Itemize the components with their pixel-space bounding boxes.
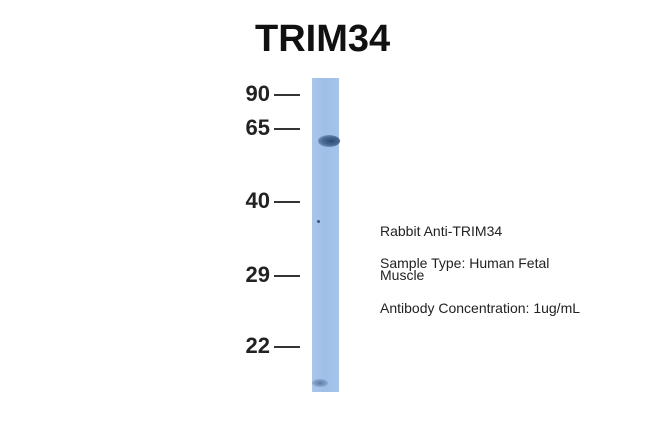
marker-label: 40	[245, 188, 270, 213]
marker-29: 29	[230, 262, 302, 287]
antibody-label: Rabbit Anti-TRIM34	[380, 223, 503, 239]
blot-speck	[317, 220, 320, 223]
marker-tick	[274, 94, 300, 96]
marker-40: 40	[230, 188, 302, 213]
marker-tick	[274, 128, 300, 130]
marker-65: 65	[230, 115, 302, 140]
blot-lane	[312, 78, 339, 392]
marker-tick	[274, 346, 300, 348]
concentration-label: Antibody Concentration: 1ug/mL	[380, 300, 581, 316]
marker-tick	[274, 275, 300, 277]
marker-label: 22	[245, 333, 270, 358]
marker-label: 65	[245, 115, 270, 140]
bottom-band	[312, 379, 328, 387]
marker-90: 90	[230, 81, 302, 106]
marker-22: 22	[230, 333, 302, 358]
title-text: TRIM34	[255, 18, 391, 60]
marker-label: 29	[245, 262, 270, 287]
marker-tick	[274, 201, 300, 203]
marker-label: 90	[245, 81, 270, 106]
sample-type-line2: Muscle	[380, 267, 425, 283]
protein-band	[318, 135, 340, 147]
sample-type-line1: Sample Type: Human Fetal	[380, 255, 550, 271]
